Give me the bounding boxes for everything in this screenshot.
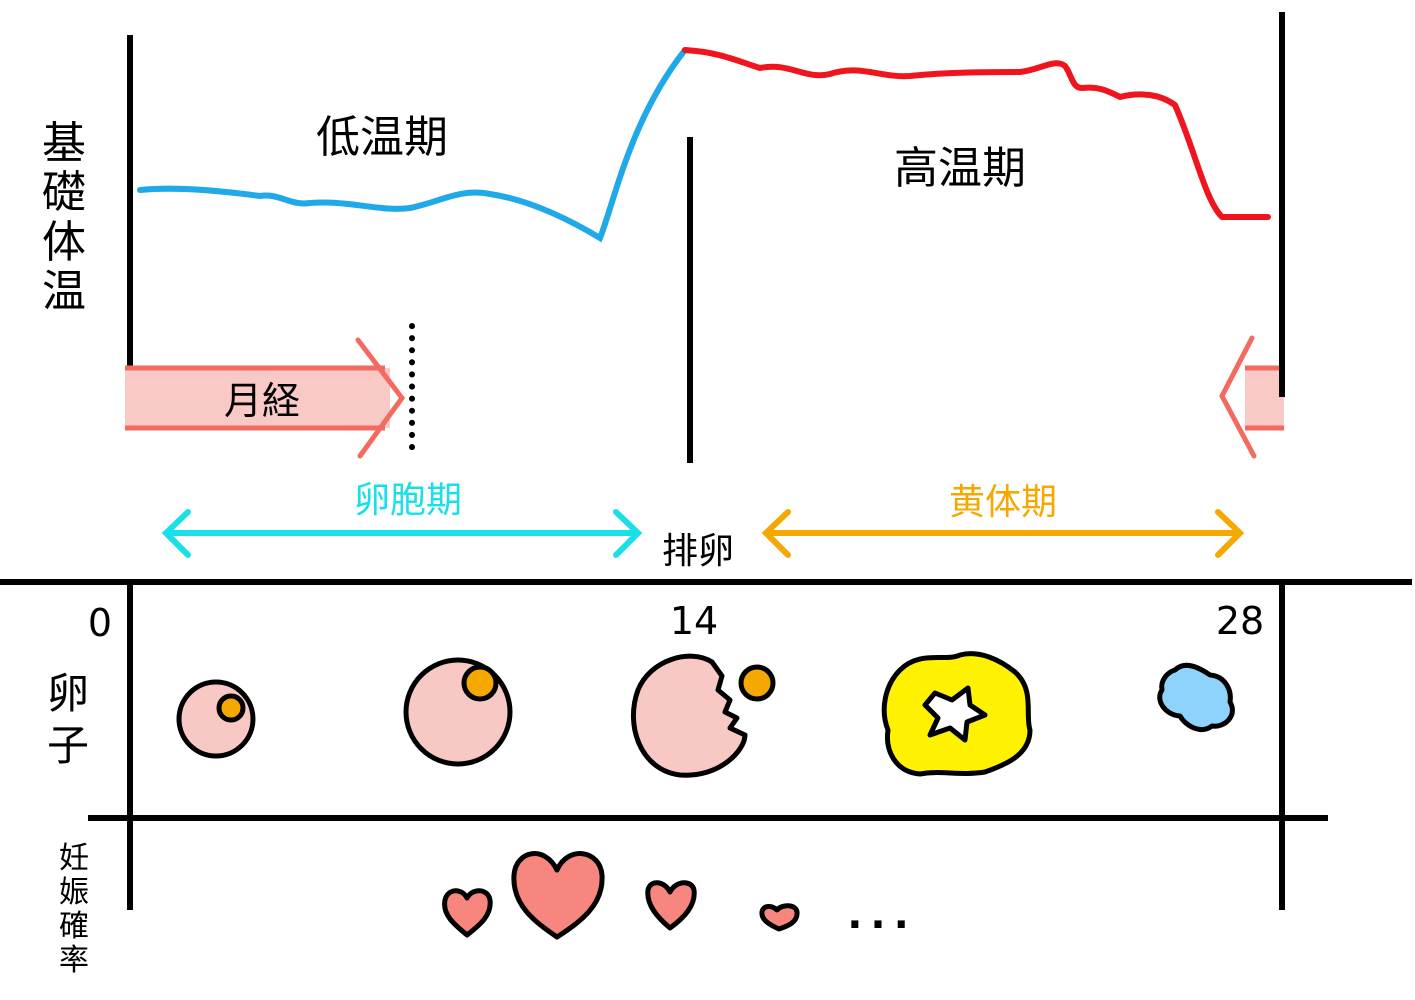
menstruation-arrow bbox=[125, 337, 406, 459]
heart-tiny-icon bbox=[759, 903, 800, 932]
svg-text:確: 確 bbox=[59, 909, 89, 944]
high-temperature-curve bbox=[682, 47, 1271, 220]
day-28-label: 28 bbox=[1216, 599, 1264, 643]
svg-text:子: 子 bbox=[47, 721, 89, 770]
basal-body-temperature-label: 基 礎 体 温 bbox=[42, 118, 86, 317]
svg-text:卵: 卵 bbox=[47, 669, 89, 718]
luteal-phase-label: 黄体期 bbox=[949, 482, 1057, 523]
corpus-albicans-icon bbox=[1157, 662, 1235, 732]
svg-text:率: 率 bbox=[59, 943, 89, 978]
heart-medium-icon bbox=[645, 880, 697, 931]
svg-text:礎: 礎 bbox=[42, 167, 86, 218]
heart-small-icon bbox=[442, 888, 493, 938]
svg-text:娠: 娠 bbox=[59, 875, 89, 910]
svg-text:妊: 妊 bbox=[59, 841, 89, 876]
corpus-luteum-icon bbox=[881, 651, 1033, 777]
high-temperature-phase-label: 高温期 bbox=[894, 143, 1026, 194]
follicular-phase-label: 卵胞期 bbox=[354, 480, 462, 521]
small-follicle-icon bbox=[176, 679, 256, 759]
svg-text:体: 体 bbox=[42, 217, 86, 268]
ovulation-label: 排卵 bbox=[662, 531, 734, 572]
follicular-phase-arrow bbox=[161, 509, 643, 558]
heart-large-icon bbox=[511, 851, 605, 940]
low-temperature-phase-label: 低温期 bbox=[316, 112, 448, 163]
ellipsis: ... bbox=[847, 892, 917, 938]
mature-follicle-icon bbox=[403, 657, 513, 767]
next-menstruation-arrow bbox=[1219, 335, 1284, 459]
day-14-label: 14 bbox=[670, 599, 718, 643]
pregnancy-probability-label: 妊 娠 確 率 bbox=[59, 841, 89, 978]
low-temperature-curve bbox=[137, 47, 688, 243]
egg-row-label: 卵 子 bbox=[47, 669, 89, 770]
menstruation-label: 月経 bbox=[224, 379, 300, 423]
luteal-phase-arrow bbox=[761, 509, 1245, 558]
day-0-label: 0 bbox=[88, 601, 112, 645]
svg-text:基: 基 bbox=[42, 118, 86, 169]
ovulating-follicle-icon bbox=[630, 653, 776, 778]
svg-text:温: 温 bbox=[42, 266, 86, 317]
